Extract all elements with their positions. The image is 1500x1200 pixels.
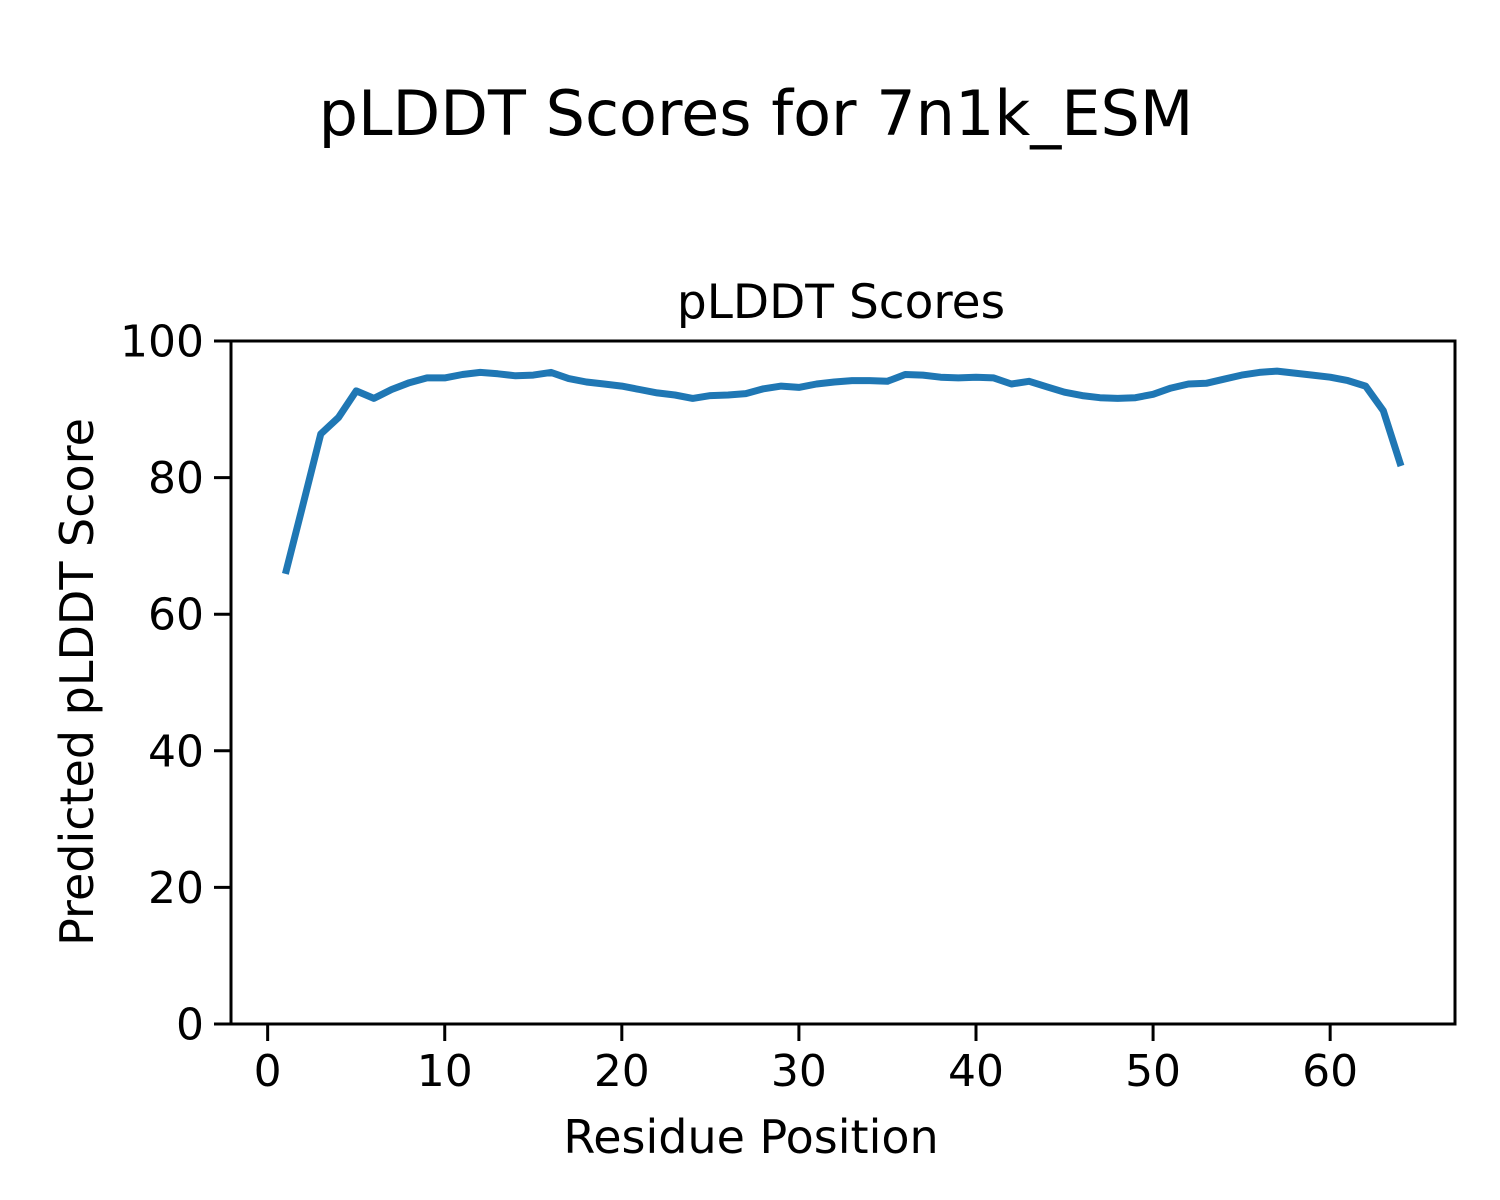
x-tick-label: 0 <box>254 1046 282 1097</box>
x-tick-label: 30 <box>771 1046 827 1097</box>
y-tick-label: 60 <box>148 590 204 641</box>
y-tick-label: 40 <box>148 726 204 777</box>
x-tick-label: 40 <box>948 1046 1004 1097</box>
x-tick-label: 20 <box>594 1046 650 1097</box>
y-tick-label: 20 <box>148 863 204 914</box>
x-tick-label: 10 <box>417 1046 473 1097</box>
x-axis-label: Residue Position <box>563 1110 938 1164</box>
x-tick-label: 60 <box>1302 1046 1358 1097</box>
y-tick-label: 0 <box>176 1000 204 1051</box>
figure-title: pLDDT Scores for 7n1k_ESM <box>319 77 1194 150</box>
y-tick-label: 80 <box>148 453 204 504</box>
plot-dynamic-layer: 0 10 20 30 40 50 60 0 20 40 60 80 100 <box>120 317 1405 1097</box>
y-axis-label: Predicted pLDDT Score <box>50 418 104 946</box>
x-tick-label: 50 <box>1125 1046 1181 1097</box>
plot-area <box>229 339 1457 1026</box>
y-tick-label: 100 <box>120 317 204 368</box>
axes-title: pLDDT Scores <box>677 275 1005 330</box>
plddt-line <box>282 367 1405 575</box>
